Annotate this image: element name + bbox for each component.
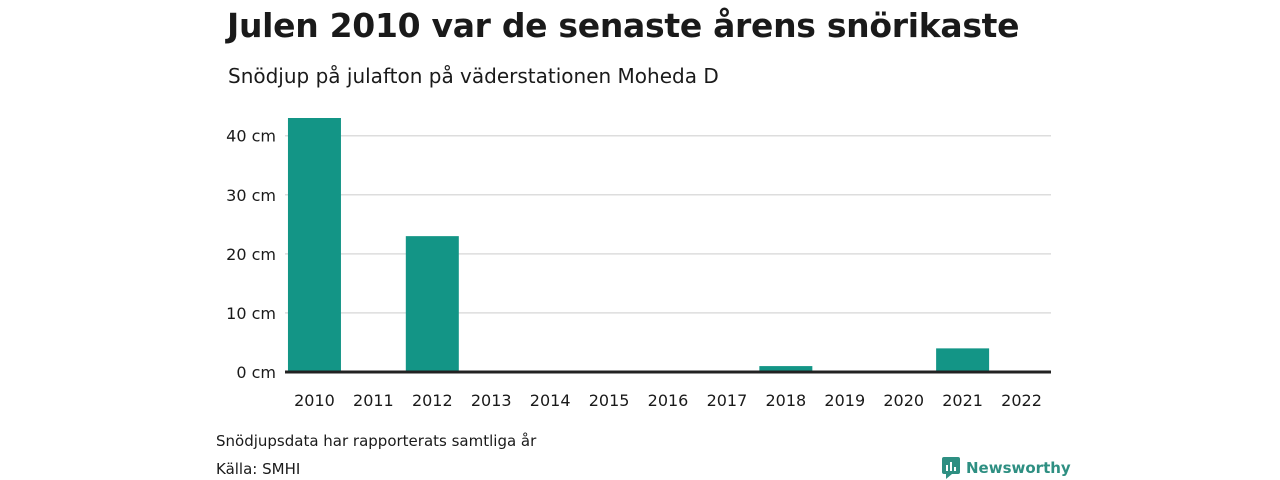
brand-name: Newsworthy: [966, 459, 1071, 477]
y-tick-label: 20 cm: [226, 245, 276, 264]
x-tick-label: 2018: [765, 391, 806, 410]
y-tick-label: 0 cm: [236, 363, 276, 382]
x-tick-label: 2017: [707, 391, 748, 410]
bar: [936, 348, 990, 372]
x-tick-label: 2021: [942, 391, 983, 410]
chart-subtitle: Snödjup på julafton på väderstationen Mo…: [228, 64, 719, 88]
x-tick-label: 2013: [471, 391, 512, 410]
bar: [287, 118, 341, 372]
x-tick-label: 2012: [412, 391, 453, 410]
y-tick-label: 30 cm: [226, 186, 276, 205]
x-tick-label: 2015: [589, 391, 630, 410]
footnote: Snödjupsdata har rapporterats samtliga å…: [216, 432, 537, 450]
x-tick-label: 2014: [530, 391, 571, 410]
brand-logo: Newsworthy: [942, 457, 1071, 479]
y-tick-label: 10 cm: [226, 304, 276, 323]
source-note: Källa: SMHI: [216, 460, 301, 478]
x-tick-label: 2011: [353, 391, 394, 410]
newsworthy-logo-icon: [942, 457, 960, 479]
chart-title: Julen 2010 var de senaste årens snörikas…: [227, 6, 1020, 45]
x-tick-label: 2016: [648, 391, 689, 410]
x-tick-label: 2022: [1001, 391, 1042, 410]
bar: [759, 366, 813, 372]
x-tick-label: 2020: [883, 391, 924, 410]
y-tick-label: 40 cm: [226, 127, 276, 146]
x-tick-label: 2010: [294, 391, 335, 410]
bar-chart: 0 cm 10 cm 20 cm 30 cm 40 cm 2010 2011 2012 2013…: [226, 118, 1051, 410]
x-tick-label: 2019: [824, 391, 865, 410]
bar: [405, 236, 459, 372]
